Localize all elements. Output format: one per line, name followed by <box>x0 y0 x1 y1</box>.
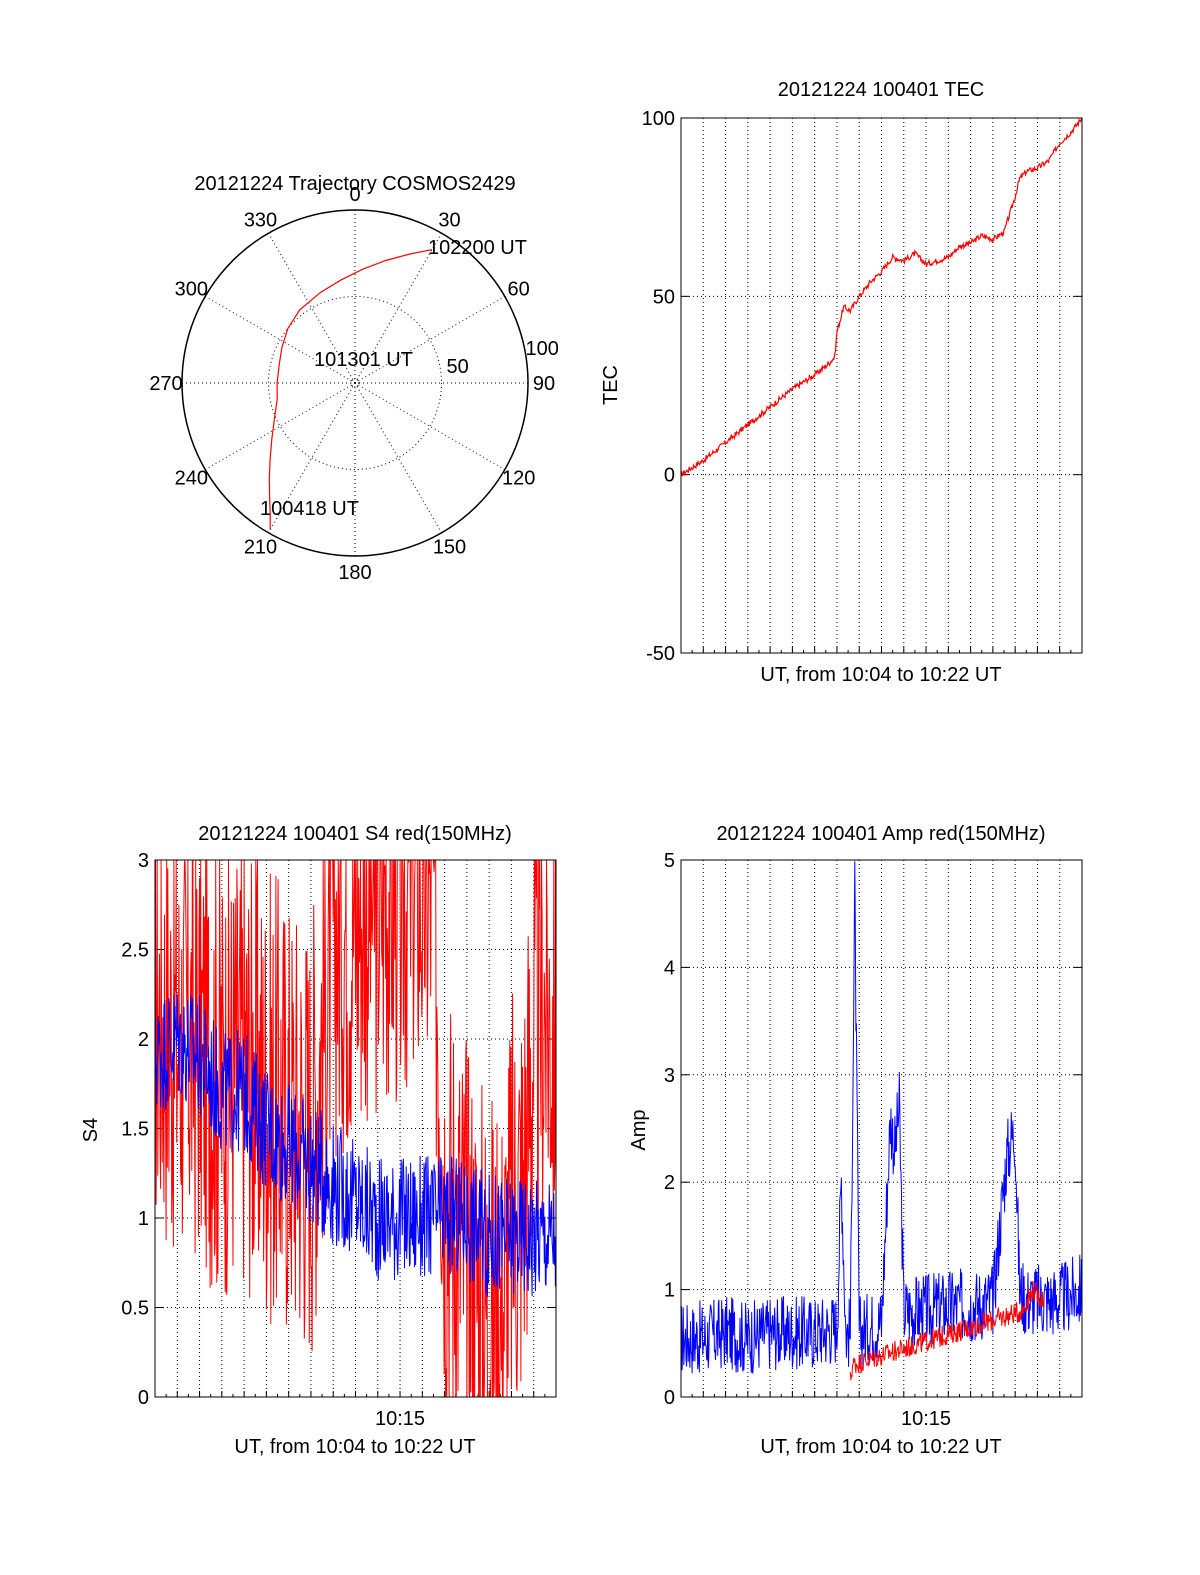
polar-radial-labels: 50 100 <box>446 338 558 378</box>
polar-angle-label-60: 60 <box>508 279 530 301</box>
polar-angle-label-210: 210 <box>244 537 277 559</box>
s4-ytick-label-1: 1 <box>138 1208 149 1230</box>
amp-ytick-label-3: 3 <box>664 1065 675 1087</box>
s4-ytick-label-0.5: 0.5 <box>121 1298 149 1320</box>
amp-ytick-label-5: 5 <box>664 850 675 872</box>
tec-title: 20121224 100401 TEC <box>778 79 984 101</box>
polar-angle-label-330: 330 <box>244 209 277 231</box>
polar-grid <box>181 209 529 557</box>
amp-y-axis-label: Amp <box>628 1109 650 1150</box>
polar-spoke-60 <box>354 296 506 384</box>
s4-y-axis-label: S4 <box>80 1118 102 1142</box>
polar-radial-label-50: 50 <box>446 356 468 378</box>
polar-chart: 20121224 Trajectory COSMOS2429 0 30 60 90 12… <box>149 173 559 584</box>
polar-angle-label-30: 30 <box>438 209 460 231</box>
amp-x-tick-label: 10:15 <box>901 1408 951 1430</box>
tec-ytick-label-50: 50 <box>653 286 675 308</box>
s4-ytick-label-0: 0 <box>138 1387 149 1409</box>
polar-ring-50 <box>268 296 442 470</box>
polar-angle-label-120: 120 <box>502 468 535 490</box>
polar-angle-label-90: 90 <box>533 373 555 395</box>
polar-annotation-100418: 100418 UT <box>260 498 359 520</box>
polar-angle-label-150: 150 <box>433 537 466 559</box>
tec-ytick-label-100: 100 <box>642 108 675 130</box>
tec-plot-frame <box>680 117 1083 654</box>
amp-ytick-label-1: 1 <box>664 1280 675 1302</box>
amp-y-tick-labels: 0 1 2 3 4 5 <box>664 850 675 1409</box>
polar-spoke-330 <box>268 232 356 384</box>
polar-spoke-240 <box>204 382 356 470</box>
polar-spoke-300 <box>204 296 356 384</box>
s4-series-line-1 <box>154 994 557 1297</box>
s4-y-tick-labels: 0 0.5 1 1.5 2 2.5 3 <box>121 850 149 1409</box>
polar-angle-label-240: 240 <box>175 468 208 490</box>
amp-plot-frame <box>680 859 1083 1398</box>
polar-spoke-210 <box>268 382 356 534</box>
tec-ytick-label--50: -50 <box>646 643 675 665</box>
tec-ytick-label-0: 0 <box>664 465 675 487</box>
tec-series-line-0 <box>680 117 1083 477</box>
amp-ytick-label-2: 2 <box>664 1172 675 1194</box>
s4-plot-frame <box>154 859 557 1398</box>
polar-angle-labels: 0 30 60 90 120 150 180 210 240 270 300 330 <box>149 184 555 584</box>
amp-series-line-1 <box>849 1280 1045 1381</box>
polar-spoke-30 <box>354 232 442 384</box>
amp-x-axis-label: UT, from 10:04 to 10:22 UT <box>760 1436 1001 1458</box>
polar-series <box>268 249 433 530</box>
polar-trajectory-line <box>268 249 433 530</box>
polar-angle-label-270: 270 <box>149 373 182 395</box>
polar-spoke-120 <box>354 382 506 470</box>
amp-series-line-0 <box>680 861 1083 1375</box>
s4-x-axis-label: UT, from 10:04 to 10:22 UT <box>234 1436 475 1458</box>
polar-angle-label-300: 300 <box>175 279 208 301</box>
s4-ytick-label-2: 2 <box>138 1029 149 1051</box>
amp-series <box>680 861 1083 1381</box>
tec-y-tick-labels: -50 0 50 100 <box>642 108 675 665</box>
s4-ytick-label-1.5: 1.5 <box>121 1119 149 1141</box>
polar-title: 20121224 Trajectory COSMOS2429 <box>194 173 515 195</box>
tec-series <box>680 117 1083 477</box>
s4-ytick-label-2.5: 2.5 <box>121 940 149 962</box>
s4-x-tick-label: 10:15 <box>375 1408 425 1430</box>
tec-y-axis-label: TEC <box>600 365 622 405</box>
s4-ytick-label-3: 3 <box>138 850 149 872</box>
s4-chart: 20121224 100401 S4 red(150MHz) 0 0.5 1 1.5 2… <box>80 823 557 1458</box>
s4-title: 20121224 100401 S4 red(150MHz) <box>198 823 512 845</box>
polar-angle-label-180: 180 <box>338 562 371 584</box>
amp-ytick-label-4: 4 <box>664 957 675 979</box>
tec-x-axis-label: UT, from 10:04 to 10:22 UT <box>760 664 1001 686</box>
polar-radial-label-100: 100 <box>526 338 559 360</box>
polar-annotation-102200: 102200 UT <box>428 237 527 259</box>
polar-spoke-150 <box>354 382 442 534</box>
amp-chart: 20121224 100401 Amp red(150MHz) 0 1 2 3 4 5 1… <box>628 823 1083 1458</box>
amp-title: 20121224 100401 Amp red(150MHz) <box>716 823 1045 845</box>
polar-annotation-101301: 101301 UT <box>314 349 413 371</box>
amp-ytick-label-0: 0 <box>664 1387 675 1409</box>
tec-chart: 20121224 100401 TEC -50 0 50 100 UT, from 1… <box>600 79 1083 686</box>
polar-angle-label-0: 0 <box>349 184 360 206</box>
